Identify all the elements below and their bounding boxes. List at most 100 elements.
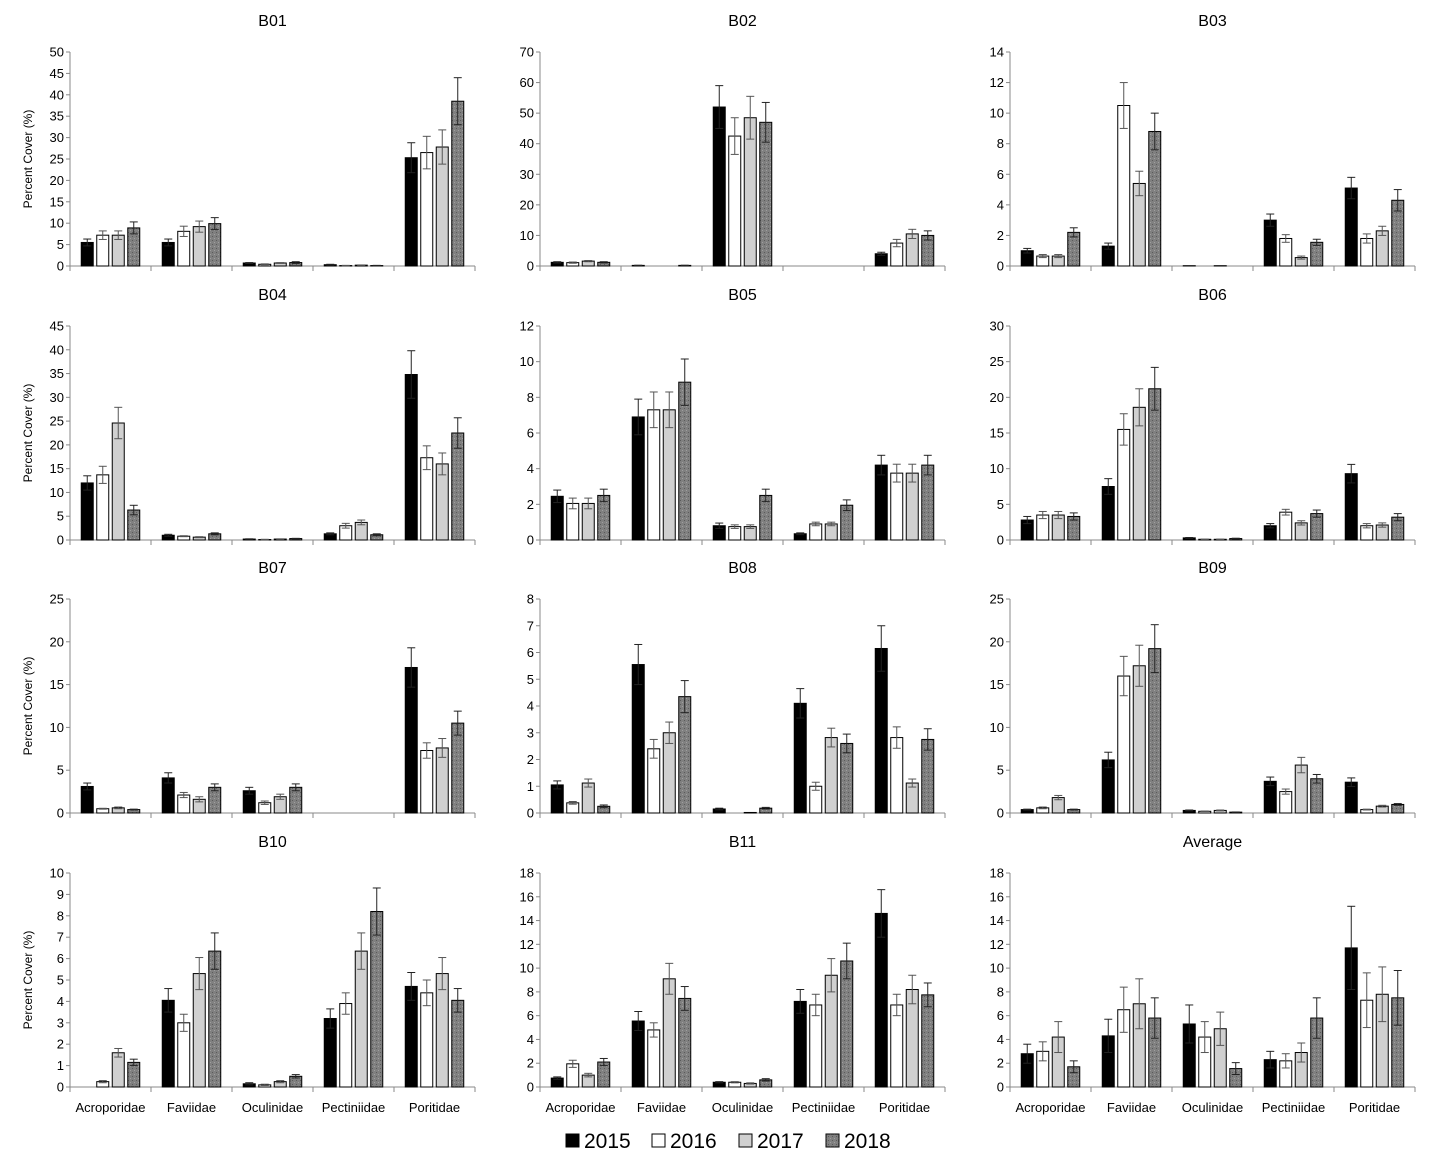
y-tick-label: 0 — [57, 533, 64, 548]
bar-b10-pectiniidae-2018 — [371, 912, 383, 1087]
y-tick-label: 70 — [520, 45, 534, 60]
bar-b05-pectiniidae-2016 — [810, 524, 822, 540]
bar-b08-oculinidae-2017 — [744, 812, 756, 813]
x-tick-label: Oculinidae — [242, 1100, 303, 1115]
y-tick-label: 20 — [990, 634, 1004, 649]
y-tick-label: 0 — [527, 533, 534, 548]
y-tick-label: 8 — [997, 136, 1004, 151]
error-bar — [245, 263, 253, 264]
error-bar — [1216, 810, 1224, 811]
bar-b08-poritidae-2016 — [891, 738, 903, 813]
x-tick-label: Faviidae — [637, 1100, 686, 1115]
y-tick-label: 0 — [527, 259, 534, 274]
y-tick-label: 5 — [527, 672, 534, 687]
error-bar — [261, 264, 269, 265]
y-tick-label: 7 — [57, 930, 64, 945]
x-tick-label: Acroporidae — [1015, 1100, 1085, 1115]
bar-b10-acroporidae-2017 — [112, 1053, 124, 1087]
y-tick-label: 2 — [527, 752, 534, 767]
bar-b08-faviidae-2017 — [663, 733, 675, 813]
error-bar — [130, 809, 138, 810]
y-tick-label: 30 — [50, 130, 64, 145]
y-tick-label: 10 — [50, 720, 64, 735]
y-tick-label: 2 — [57, 1037, 64, 1052]
y-tick-label: 18 — [990, 866, 1004, 881]
error-bar — [1201, 811, 1209, 812]
y-axis-label: Percent Cover (%) — [21, 110, 35, 209]
y-tick-label: 12 — [520, 937, 534, 952]
y-tick-label: 10 — [990, 720, 1004, 735]
y-tick-label: 10 — [520, 228, 534, 243]
bar-b01-poritidae-2018 — [452, 101, 464, 266]
bar-b11-faviidae-2018 — [679, 998, 691, 1087]
error-bar — [1363, 809, 1371, 810]
y-tick-label: 25 — [990, 354, 1004, 369]
y-tick-label: 3 — [527, 725, 534, 740]
y-tick-label: 25 — [50, 592, 64, 607]
bar-b03-faviidae-2018 — [1149, 131, 1161, 266]
bar-b04-poritidae-2018 — [452, 433, 464, 540]
legend-label: 2016 — [670, 1130, 717, 1153]
y-tick-label: 4 — [997, 197, 1004, 212]
error-bar — [1070, 809, 1078, 810]
y-tick-label: 10 — [520, 961, 534, 976]
y-tick-label: 2 — [997, 1056, 1004, 1071]
x-tick-label: Poritidae — [409, 1100, 460, 1115]
y-tick-label: 35 — [50, 366, 64, 381]
y-tick-label: 6 — [57, 951, 64, 966]
bar-b10-faviidae-2015 — [162, 1000, 174, 1087]
error-bar — [1232, 538, 1240, 539]
y-tick-label: 30 — [990, 319, 1004, 334]
bar-b07-poritidae-2015 — [405, 667, 417, 813]
y-tick-label: 16 — [520, 889, 534, 904]
y-axis-label: Percent Cover (%) — [21, 384, 35, 483]
legend-label: 2018 — [844, 1130, 891, 1153]
bar-b11-poritidae-2018 — [922, 995, 934, 1087]
bar-b06-faviidae-2016 — [1118, 429, 1130, 540]
y-tick-label: 1 — [527, 779, 534, 794]
y-tick-label: 5 — [57, 237, 64, 252]
legend-swatch — [826, 1134, 839, 1147]
bar-b03-poritidae-2017 — [1376, 231, 1388, 266]
bar-b10-poritidae-2016 — [421, 993, 433, 1087]
y-tick-label: 15 — [50, 677, 64, 692]
y-tick-label: 0 — [997, 259, 1004, 274]
y-tick-label: 0 — [527, 1080, 534, 1095]
legend-label: 2017 — [757, 1130, 804, 1153]
error-bar — [1023, 809, 1031, 810]
y-tick-label: 30 — [520, 167, 534, 182]
y-tick-label: 1 — [57, 1058, 64, 1073]
bar-b06-faviidae-2018 — [1149, 389, 1161, 540]
y-tick-label: 12 — [990, 937, 1004, 952]
y-tick-label: 7 — [527, 618, 534, 633]
panel-title: Average — [1183, 834, 1242, 851]
bar-b09-pectiniidae-2018 — [1311, 779, 1323, 813]
x-tick-label: Oculinidae — [712, 1100, 773, 1115]
y-axis-label: Percent Cover (%) — [21, 657, 35, 756]
bar-b02-oculinidae-2016 — [729, 136, 741, 266]
bar-b04-acroporidae-2015 — [81, 483, 93, 540]
y-tick-label: 20 — [50, 634, 64, 649]
y-tick-label: 4 — [57, 994, 64, 1009]
x-tick-label: Acroporidae — [545, 1100, 615, 1115]
error-bar — [1185, 810, 1193, 811]
y-tick-label: 6 — [527, 1008, 534, 1023]
bar-b06-pectiniidae-2016 — [1280, 512, 1292, 540]
y-tick-label: 50 — [520, 106, 534, 121]
error-bar — [326, 264, 334, 265]
y-tick-label: 20 — [50, 437, 64, 452]
y-tick-label: 0 — [997, 1080, 1004, 1095]
panel-title: B09 — [1198, 560, 1227, 577]
bar-b05-poritidae-2016 — [891, 473, 903, 540]
bar-b11-poritidae-2015 — [875, 913, 887, 1087]
bar-b05-faviidae-2016 — [648, 410, 660, 540]
y-tick-label: 10 — [50, 866, 64, 881]
error-bar — [195, 537, 203, 538]
panel-title: B02 — [728, 13, 757, 30]
y-tick-label: 10 — [990, 106, 1004, 121]
